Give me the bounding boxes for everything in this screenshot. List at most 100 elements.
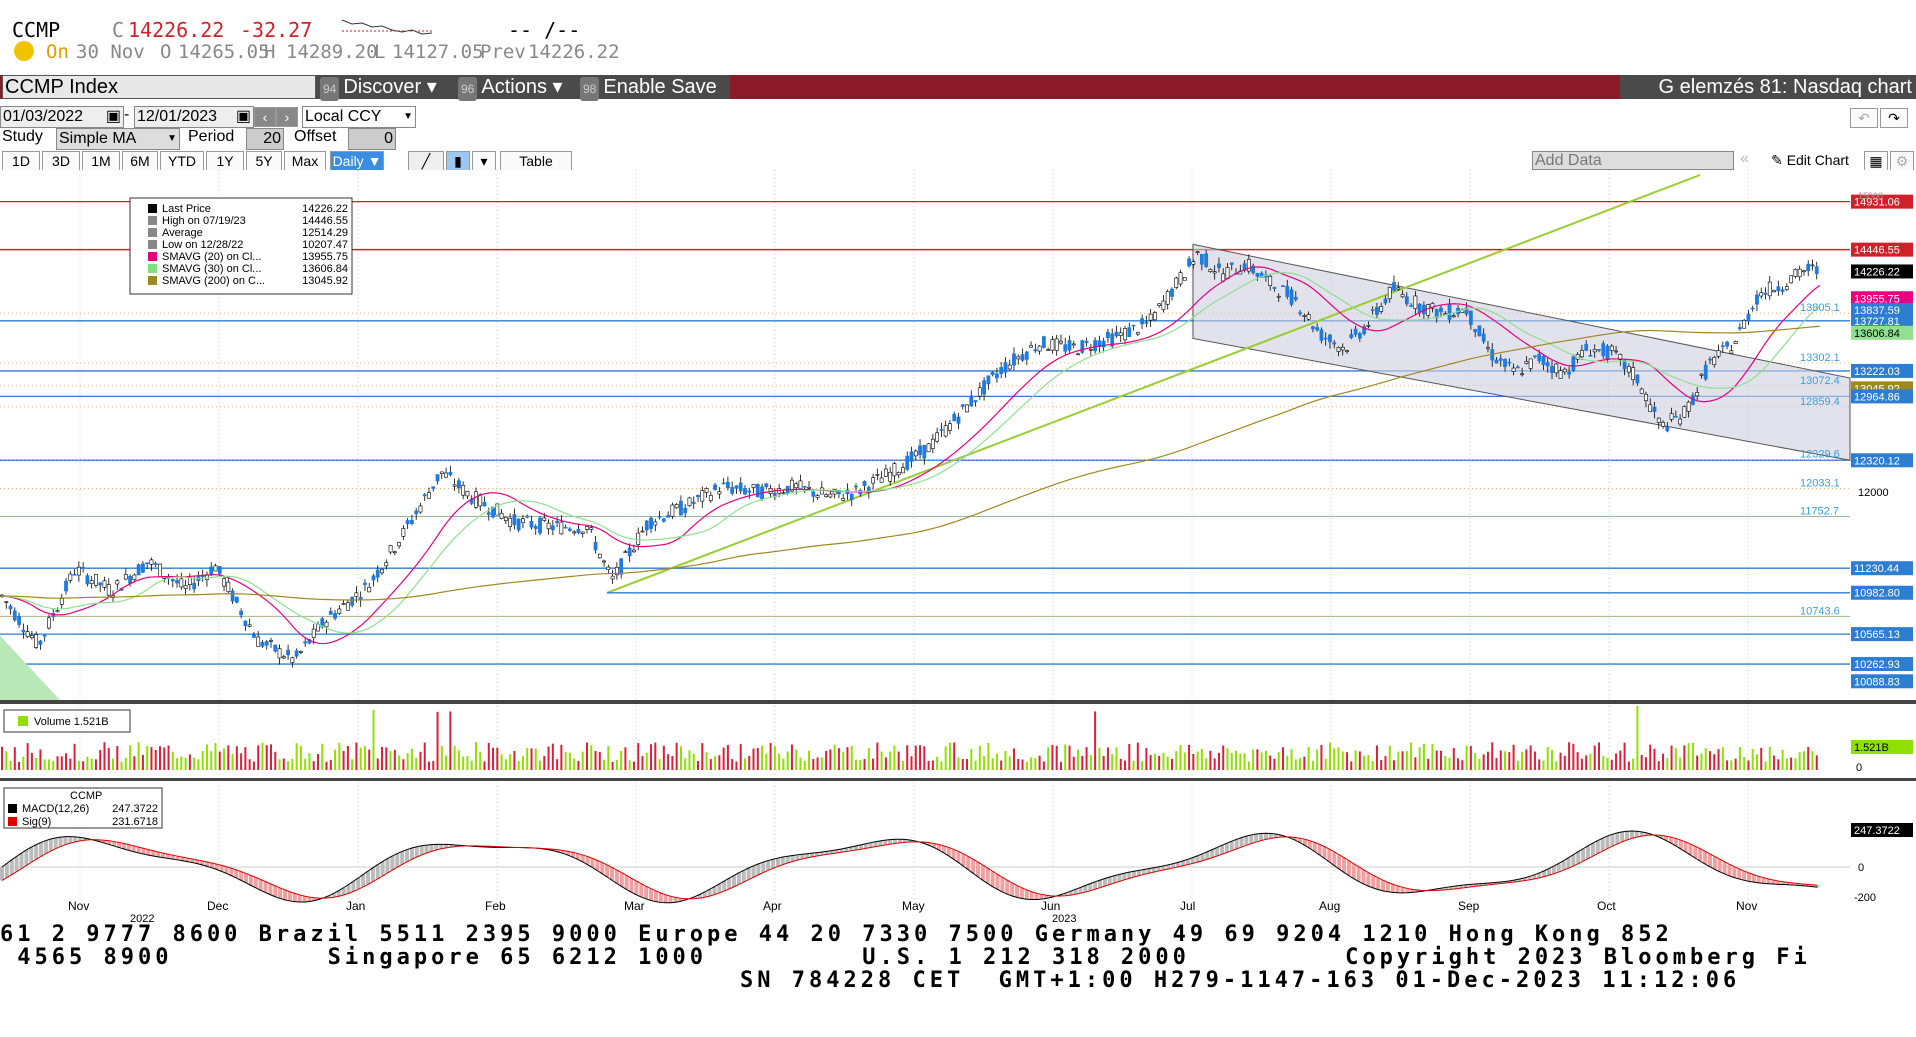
end-date-field[interactable]: 12/01/2023 ▣ [134, 106, 254, 128]
price-tag-label: 13222.03 [1854, 366, 1900, 378]
candle-body [1712, 357, 1717, 366]
range-button-3d[interactable]: 3D [42, 151, 80, 171]
candle-body [29, 635, 34, 639]
enable-save-button[interactable]: 98 Enable Save [576, 75, 730, 101]
volume-bar [846, 747, 849, 770]
volume-bar [163, 747, 166, 770]
volume-bar [1017, 758, 1020, 770]
volume-bar [923, 746, 926, 770]
table-button[interactable]: Table [500, 151, 572, 171]
candle-body [145, 562, 150, 564]
volume-bar [769, 743, 772, 770]
candle-body [1755, 294, 1759, 305]
candle-body [239, 610, 244, 616]
chevron-down-icon[interactable]: ▾ [472, 151, 496, 171]
candle-body [930, 438, 935, 449]
candle-body [230, 590, 235, 602]
calendar-icon[interactable]: ▣ [105, 108, 121, 125]
range-button-1m[interactable]: 1M [82, 151, 120, 171]
candle-body [529, 520, 534, 528]
candle-body [1080, 340, 1085, 353]
edit-chart-button[interactable]: ✎ Edit Chart [1760, 151, 1860, 169]
range-button-1d[interactable]: 1D [2, 151, 40, 171]
candle-body [175, 580, 179, 584]
volume-bar [1516, 760, 1519, 770]
redo-icon[interactable]: ↷ [1880, 108, 1908, 128]
save-num: 98 [580, 77, 600, 101]
calendar-icon[interactable]: ▣ [235, 108, 251, 125]
discover-button[interactable]: 94 Discover ▾ [316, 75, 454, 101]
study-select[interactable]: Simple MA ▼ [56, 128, 180, 150]
candle-body [555, 521, 560, 524]
security-field[interactable]: CCMP Index [2, 75, 316, 99]
volume-bar [1371, 761, 1374, 770]
price-chart[interactable]: 14931.0614446.5514226.2213955.7513837.59… [0, 170, 1916, 945]
chart-settings-icon[interactable]: ▦ [1864, 151, 1888, 171]
prev-period-button[interactable]: ‹ [254, 107, 276, 127]
volume-bar [13, 747, 16, 770]
start-date-field[interactable]: 01/03/2022 ▣ [0, 106, 124, 128]
next-period-button[interactable]: › [276, 107, 298, 127]
volume-bar [342, 751, 345, 770]
candle-chart-icon[interactable]: ▮ [446, 151, 470, 171]
candle-body [410, 519, 414, 524]
volume-bar [735, 761, 738, 770]
line-chart-icon[interactable]: ╱ [408, 151, 444, 171]
range-button-6m[interactable]: 6M [122, 151, 158, 171]
candle-body [1302, 315, 1307, 317]
fib-label: 12859.4 [1800, 396, 1840, 408]
volume-bar [1696, 755, 1699, 770]
candle-body [1678, 418, 1683, 425]
period-field[interactable]: 20 [246, 128, 284, 150]
range-button-ytd[interactable]: YTD [160, 151, 204, 171]
volume-bar [534, 748, 537, 770]
range-button-5y[interactable]: 5Y [246, 151, 282, 171]
candle-body [1332, 342, 1337, 345]
volume-bar [154, 749, 157, 770]
add-data-field[interactable]: Add Data [1532, 151, 1734, 170]
candle-body [1208, 269, 1213, 272]
date-label: Nov [68, 899, 89, 913]
volume-bar [26, 743, 29, 770]
currency-select[interactable]: Local CCY ▼ [302, 106, 416, 128]
volume-bar [1465, 745, 1468, 770]
range-button-1y[interactable]: 1Y [206, 151, 244, 171]
volume-bar [1354, 750, 1357, 770]
volume-bar [257, 745, 260, 770]
undo-icon[interactable]: ↶ [1850, 108, 1878, 128]
volume-bar [991, 758, 994, 770]
gear-icon[interactable]: ⚙ [1890, 151, 1914, 171]
collapse-icon[interactable]: « [1740, 150, 1749, 167]
candle-body [392, 551, 397, 554]
offset-field[interactable]: 0 [348, 128, 396, 150]
candle-body [1400, 294, 1405, 298]
volume-bar [299, 745, 302, 770]
volume-bar [970, 749, 973, 770]
actions-button[interactable]: 96 Actions ▾ [454, 75, 576, 101]
frequency-select[interactable]: Daily ▼ [330, 151, 384, 171]
volume-bar [966, 759, 969, 770]
volume-bar [1098, 747, 1101, 770]
legend-label: SMAVG (30) on Cl... [162, 263, 261, 275]
candle-body [1246, 258, 1251, 272]
legend-box: Last Price 14226.22 High on 07/19/23 14446.… [129, 197, 353, 295]
candle-body [593, 541, 598, 551]
volume-bar [795, 749, 798, 770]
volume-bar [1747, 760, 1750, 770]
volume-bar [227, 745, 230, 770]
price-tag-label: 13606.84 [1854, 328, 1900, 340]
candle-body [999, 367, 1004, 374]
candle-body [790, 479, 794, 492]
fib-label: 12033.1 [1800, 478, 1840, 490]
candle-body [1746, 313, 1751, 322]
candle-body [862, 481, 867, 486]
candle-body [1293, 296, 1298, 300]
range-button-max[interactable]: Max [284, 151, 326, 171]
candle-body [896, 472, 901, 476]
candle-body [1131, 324, 1136, 327]
candle-body [252, 634, 256, 638]
volume-bar [1034, 758, 1037, 770]
candle-body [1656, 417, 1661, 423]
candle-body [546, 522, 551, 530]
candle-body [1182, 276, 1187, 281]
